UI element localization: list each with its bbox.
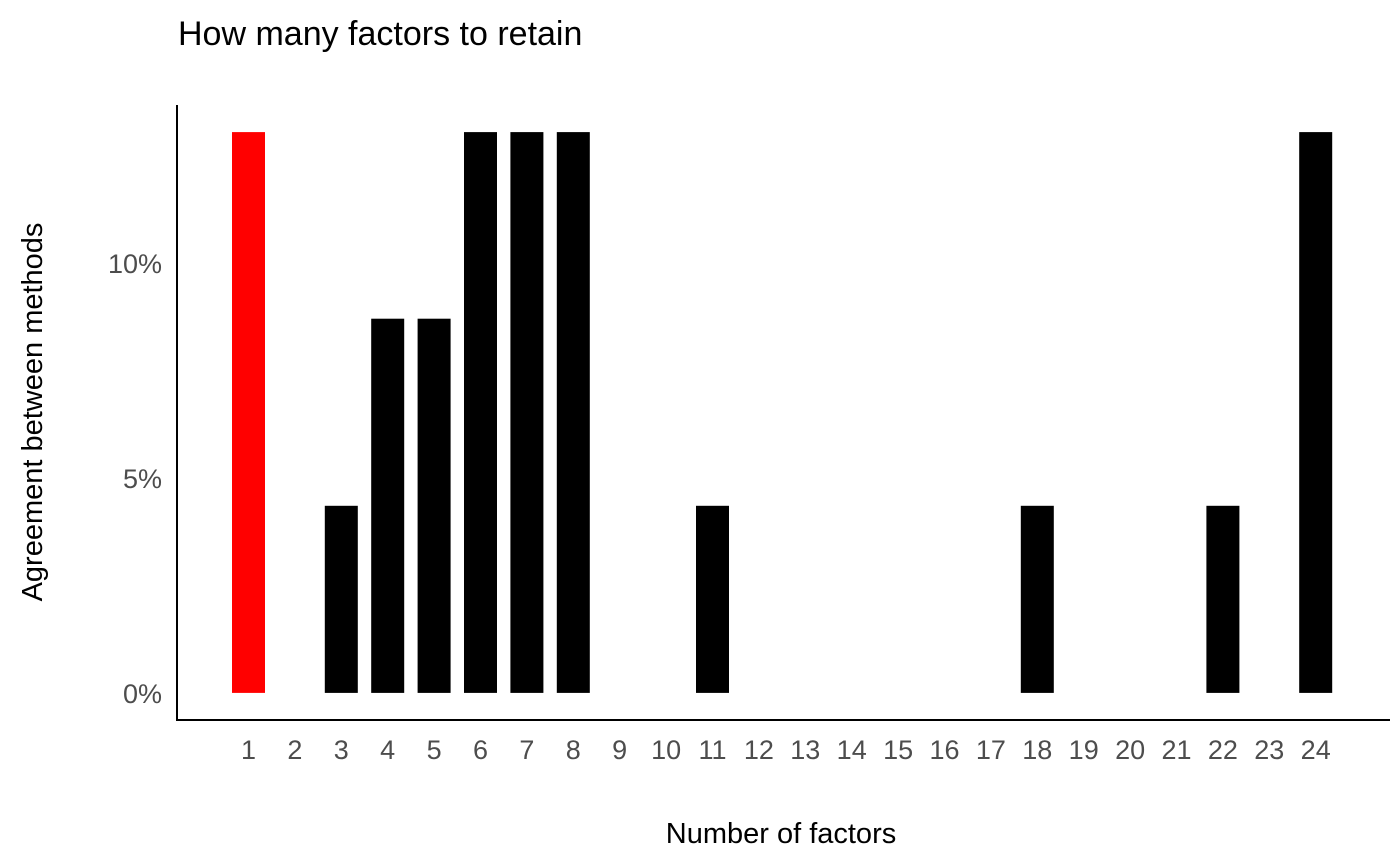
- x-tick-label: 23: [1254, 735, 1284, 765]
- x-axis-title: Number of factors: [666, 818, 896, 850]
- x-tick-label: 11: [698, 735, 726, 765]
- bar-4: [371, 318, 405, 693]
- x-tick-label: 15: [883, 735, 913, 765]
- bar-11: [696, 505, 729, 693]
- x-tick-label: 19: [1069, 735, 1099, 765]
- y-tick-label: 5%: [123, 464, 162, 494]
- bar-7: [510, 132, 544, 693]
- x-tick-label: 16: [929, 735, 959, 765]
- bars-group: [232, 132, 1333, 693]
- y-tick-labels: 0% 5% 10%: [108, 249, 162, 709]
- bar-8: [556, 132, 590, 693]
- x-tick-label: 8: [566, 735, 581, 765]
- x-tick-label: 24: [1301, 735, 1331, 765]
- chart-title: How many factors to retain: [178, 15, 582, 53]
- bar-5: [417, 318, 451, 693]
- bar-22: [1206, 505, 1240, 693]
- bar-24: [1299, 132, 1333, 693]
- x-tick-label: 14: [837, 735, 867, 765]
- x-tick-label: 3: [334, 735, 349, 765]
- x-tick-label: 7: [519, 735, 534, 765]
- x-tick-label: 5: [427, 735, 442, 765]
- x-tick-label: 20: [1115, 735, 1145, 765]
- x-tick-label: 4: [380, 735, 395, 765]
- y-tick-label: 0%: [123, 679, 162, 709]
- x-tick-label: 21: [1161, 735, 1191, 765]
- x-tick-label: 6: [473, 735, 488, 765]
- x-tick-label: 18: [1022, 735, 1052, 765]
- bar-3: [324, 505, 358, 693]
- x-tick-label: 22: [1208, 735, 1238, 765]
- y-axis-title: Agreement between methods: [17, 223, 49, 602]
- bar-18: [1020, 505, 1054, 693]
- x-tick-label: 1: [241, 735, 256, 765]
- x-tick-labels: 1 2 3 4 5 6 7 8 9 10 11 12 13 14 15 16 17 18 19 20 21 22 23 24: [241, 735, 1331, 765]
- x-tick-label: 13: [790, 735, 820, 765]
- bar-6: [464, 132, 497, 693]
- x-tick-label: 9: [612, 735, 627, 765]
- x-tick-label: 10: [651, 735, 681, 765]
- x-tick-label: 12: [744, 735, 774, 765]
- x-tick-label: 2: [287, 735, 302, 765]
- x-tick-label: 17: [976, 735, 1006, 765]
- y-tick-label: 10%: [108, 249, 162, 279]
- bar-1: [232, 132, 265, 693]
